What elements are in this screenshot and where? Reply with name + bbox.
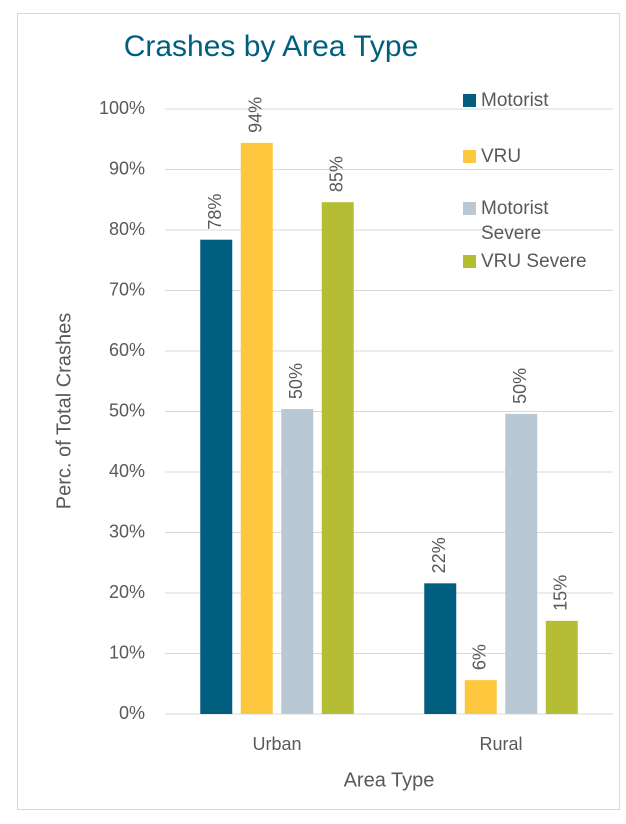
bar bbox=[200, 239, 233, 714]
legend-swatch bbox=[463, 202, 476, 215]
y-tick-label: 50% bbox=[109, 400, 145, 420]
bar bbox=[281, 409, 314, 714]
y-tick-label: 20% bbox=[109, 582, 145, 602]
y-tick-label: 40% bbox=[109, 461, 145, 481]
bar bbox=[240, 142, 273, 714]
bar bbox=[321, 202, 354, 715]
y-tick-label: 70% bbox=[109, 279, 145, 299]
legend-item: Motorist Severe bbox=[463, 197, 609, 246]
legend-label: VRU bbox=[481, 146, 522, 167]
data-label: 6% bbox=[470, 644, 490, 670]
bar bbox=[424, 583, 457, 714]
x-tick-label: Urban bbox=[252, 734, 301, 754]
x-tick-label: Rural bbox=[479, 734, 522, 754]
bar bbox=[505, 413, 538, 714]
data-label: 50% bbox=[286, 363, 306, 399]
y-tick-label: 60% bbox=[109, 340, 145, 360]
legend-item: VRU bbox=[463, 145, 609, 169]
legend-label: VRU Severe bbox=[481, 251, 587, 272]
x-axis-title: Area Type bbox=[344, 769, 435, 791]
bar bbox=[464, 680, 497, 714]
legend-label: Motorist Severe bbox=[481, 198, 549, 244]
legend-swatch bbox=[463, 255, 476, 268]
y-tick-label: 100% bbox=[99, 98, 145, 118]
data-label: 94% bbox=[246, 97, 266, 133]
legend-swatch bbox=[463, 94, 476, 107]
y-tick-label: 90% bbox=[109, 158, 145, 178]
legend-swatch bbox=[463, 150, 476, 163]
y-tick-label: 80% bbox=[109, 219, 145, 239]
data-label: 15% bbox=[551, 575, 571, 611]
bar bbox=[545, 620, 578, 714]
legend-item: Motorist bbox=[463, 89, 609, 113]
y-tick-label: 30% bbox=[109, 521, 145, 541]
y-tick-label: 10% bbox=[109, 642, 145, 662]
chart-title: Crashes by Area Type bbox=[124, 30, 419, 63]
data-label: 85% bbox=[327, 156, 347, 192]
y-axis-title: Perc. of Total Crashes bbox=[53, 313, 75, 509]
data-label: 50% bbox=[510, 368, 530, 404]
data-label: 78% bbox=[205, 194, 225, 230]
data-label: 22% bbox=[429, 537, 449, 573]
legend-label: Motorist bbox=[481, 90, 549, 111]
legend-item: VRU Severe bbox=[463, 250, 609, 274]
y-tick-label: 0% bbox=[119, 703, 145, 723]
